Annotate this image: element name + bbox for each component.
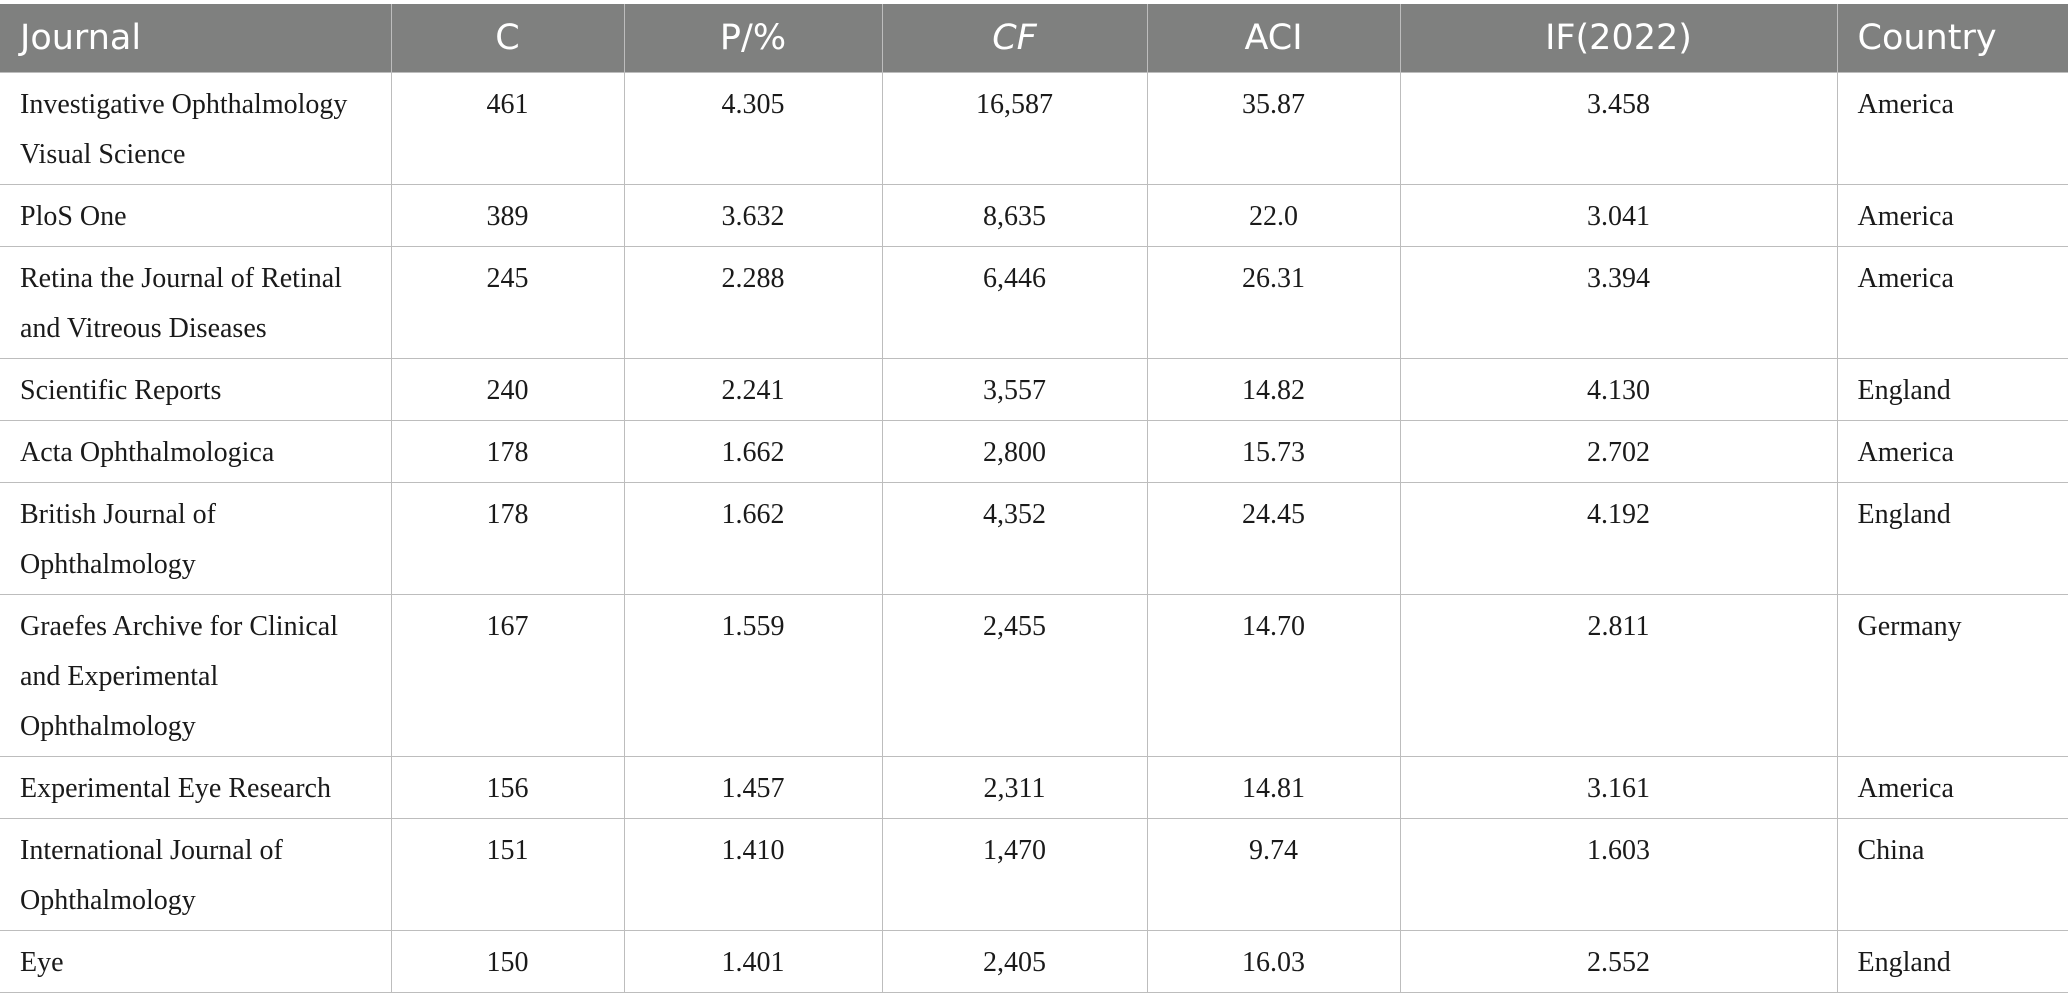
cell-cf: 1,470 (881, 818, 1148, 931)
cell-c: 167 (390, 594, 625, 757)
table-row: Eye 150 1.401 2,405 16.03 2.552 England (0, 930, 2068, 993)
cell-c: 178 (390, 482, 625, 595)
cell-journal: International Journal of Ophthalmology (0, 818, 392, 931)
cell-c: 178 (390, 420, 625, 483)
header-cf: CF (881, 4, 1148, 73)
cell-if-2022: 2.811 (1399, 594, 1838, 757)
cell-c: 240 (390, 358, 625, 421)
cell-country: America (1836, 246, 2068, 359)
cell-cf: 2,405 (881, 930, 1148, 993)
table-row: Investigative Ophthalmology Visual Scien… (0, 72, 2068, 185)
cell-aci: 35.87 (1146, 72, 1401, 185)
table-row: British Journal of Ophthalmology 178 1.6… (0, 482, 2068, 595)
header-country: Country (1836, 4, 2068, 73)
cell-country: England (1836, 482, 2068, 595)
cell-country: America (1836, 184, 2068, 247)
cell-c: 151 (390, 818, 625, 931)
header-journal: Journal (0, 4, 392, 73)
cell-journal: British Journal of Ophthalmology (0, 482, 392, 595)
cell-aci: 15.73 (1146, 420, 1401, 483)
cell-journal: Investigative Ophthalmology Visual Scien… (0, 72, 392, 185)
cell-if-2022: 3.041 (1399, 184, 1838, 247)
cell-c: 389 (390, 184, 625, 247)
cell-p-percent: 1.662 (623, 482, 883, 595)
cell-p-percent: 1.559 (623, 594, 883, 757)
cell-if-2022: 1.603 (1399, 818, 1838, 931)
cell-cf: 3,557 (881, 358, 1148, 421)
cell-cf: 16,587 (881, 72, 1148, 185)
cell-cf: 4,352 (881, 482, 1148, 595)
table-row: Graefes Archive for Clinical and Experim… (0, 594, 2068, 757)
table-row: Retina the Journal of Retinal and Vitreo… (0, 246, 2068, 359)
header-p-percent: P/% (623, 4, 883, 73)
header-c: C (390, 4, 625, 73)
cell-country: Germany (1836, 594, 2068, 757)
cell-aci: 24.45 (1146, 482, 1401, 595)
cell-if-2022: 2.552 (1399, 930, 1838, 993)
cell-aci: 22.0 (1146, 184, 1401, 247)
table-row: International Journal of Ophthalmology 1… (0, 818, 2068, 931)
header-aci: ACI (1146, 4, 1401, 73)
cell-c: 461 (390, 72, 625, 185)
table-row: Scientific Reports 240 2.241 3,557 14.82… (0, 358, 2068, 421)
cell-p-percent: 4.305 (623, 72, 883, 185)
journal-table: Journal C P/% CF ACI IF(2022) Country In… (0, 4, 2068, 993)
cell-aci: 14.82 (1146, 358, 1401, 421)
cell-p-percent: 3.632 (623, 184, 883, 247)
cell-journal: PloS One (0, 184, 392, 247)
cell-journal: Graefes Archive for Clinical and Experim… (0, 594, 392, 757)
table-row: Experimental Eye Research 156 1.457 2,31… (0, 756, 2068, 819)
cell-p-percent: 1.410 (623, 818, 883, 931)
table-row: Acta Ophthalmologica 178 1.662 2,800 15.… (0, 420, 2068, 483)
cell-if-2022: 2.702 (1399, 420, 1838, 483)
cell-journal: Eye (0, 930, 392, 993)
cell-country: England (1836, 930, 2068, 993)
cell-if-2022: 4.192 (1399, 482, 1838, 595)
cell-if-2022: 4.130 (1399, 358, 1838, 421)
cell-journal: Scientific Reports (0, 358, 392, 421)
cell-journal: Experimental Eye Research (0, 756, 392, 819)
cell-country: America (1836, 756, 2068, 819)
cell-p-percent: 1.401 (623, 930, 883, 993)
cell-if-2022: 3.394 (1399, 246, 1838, 359)
cell-if-2022: 3.161 (1399, 756, 1838, 819)
cell-aci: 26.31 (1146, 246, 1401, 359)
cell-country: America (1836, 72, 2068, 185)
cell-cf: 6,446 (881, 246, 1148, 359)
cell-country: China (1836, 818, 2068, 931)
cell-p-percent: 1.457 (623, 756, 883, 819)
cell-p-percent: 2.241 (623, 358, 883, 421)
cell-p-percent: 2.288 (623, 246, 883, 359)
cell-journal: Retina the Journal of Retinal and Vitreo… (0, 246, 392, 359)
cell-c: 156 (390, 756, 625, 819)
cell-country: England (1836, 358, 2068, 421)
cell-aci: 16.03 (1146, 930, 1401, 993)
cell-cf: 8,635 (881, 184, 1148, 247)
cell-c: 150 (390, 930, 625, 993)
cell-aci: 14.81 (1146, 756, 1401, 819)
cell-p-percent: 1.662 (623, 420, 883, 483)
cell-country: America (1836, 420, 2068, 483)
cell-if-2022: 3.458 (1399, 72, 1838, 185)
header-row: Journal C P/% CF ACI IF(2022) Country (0, 4, 2068, 73)
header-if-2022: IF(2022) (1399, 4, 1838, 73)
cell-aci: 14.70 (1146, 594, 1401, 757)
cell-aci: 9.74 (1146, 818, 1401, 931)
cell-cf: 2,455 (881, 594, 1148, 757)
table-row: PloS One 389 3.632 8,635 22.0 3.041 Amer… (0, 184, 2068, 247)
cell-cf: 2,311 (881, 756, 1148, 819)
cell-journal: Acta Ophthalmologica (0, 420, 392, 483)
cell-cf: 2,800 (881, 420, 1148, 483)
cell-c: 245 (390, 246, 625, 359)
